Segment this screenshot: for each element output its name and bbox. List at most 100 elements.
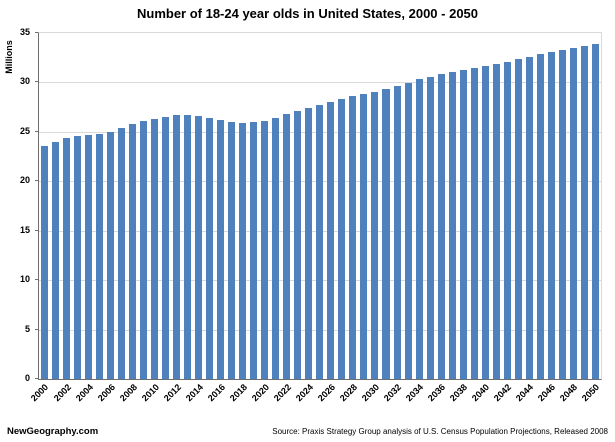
x-tick-label: 2032 [381,382,404,404]
bar-2019 [250,121,258,379]
x-axis-ticks: 2000 2002 2004 2006 2008 2010 2012 2014 2016 2018… [29,379,602,421]
y-tick-label: 35 [19,27,30,37]
x-tick-label: 2022 [271,382,294,404]
bar-2018 [239,122,247,379]
bar-2020 [261,120,269,379]
bar-2029 [360,94,368,379]
source-text: Source: Praxis Strategy Group analysis o… [272,427,608,436]
bar-2008 [129,123,137,379]
y-tick-label: 20 [19,175,30,186]
bar-2037 [448,71,456,379]
y-tick-mark [35,130,38,132]
x-tick-label: 2006 [95,382,117,404]
bar-2009 [140,120,148,379]
bar-2046 [547,51,555,379]
bar-2004 [85,134,93,379]
y-tick-label: 25 [19,125,30,136]
bar-2031 [382,89,390,379]
bar-2007 [118,127,126,379]
bar-2048 [569,47,577,379]
x-tick-label: 2000 [29,382,51,404]
y-tick-mark [35,279,38,281]
y-tick-mark [35,328,38,330]
bar-2014 [195,116,203,379]
bar-2033 [404,83,412,379]
bar-2038 [459,69,467,379]
brand-text: NewGeography.com [7,426,99,437]
bar-2043 [514,58,522,379]
bar-2001 [52,141,60,379]
chart-title: Number of 18-24 year olds in United Stat… [136,6,479,21]
bar-2015 [206,118,214,379]
x-tick-label: 2036 [426,382,448,404]
bar-2045 [536,53,544,379]
bar-2035 [426,76,434,379]
x-tick-label: 2004 [73,382,95,404]
y-tick-mark [35,32,38,33]
x-tick-label: 2020 [249,382,271,404]
bar-2023 [294,111,302,379]
bar-2047 [558,49,566,379]
bar-2011 [162,117,170,379]
y-tick-label: 15 [19,224,30,235]
bar-2017 [228,121,236,379]
bar-2041 [492,63,500,379]
bar-2012 [173,115,181,379]
x-tick-label: 2018 [227,382,249,404]
bar-2000 [41,145,49,379]
x-tick-label: 2050 [580,382,602,404]
x-tick-label: 2044 [514,382,536,404]
y-tick-mark [35,81,38,83]
x-tick-label: 2030 [359,382,382,404]
y-tick-label: 30 [19,76,30,87]
x-tick-label: 2040 [470,382,492,404]
bar-2049 [580,45,588,379]
y-tick-label: 5 [24,323,30,334]
bar-2032 [393,86,401,379]
y-tick-label: 10 [19,274,30,285]
x-tick-label: 2008 [117,382,139,404]
x-tick-label: 2024 [293,382,316,404]
bar-2005 [96,133,104,379]
bar-2002 [63,137,71,379]
bar-2039 [470,67,478,379]
bar-2027 [338,99,346,379]
x-tick-label: 2002 [51,382,73,404]
x-tick-label: 2016 [205,382,227,404]
bar-2034 [415,79,423,379]
y-tick-mark [35,180,38,182]
bar-2003 [74,135,82,379]
x-tick-label: 2014 [183,382,205,404]
x-tick-label: 2048 [558,382,580,404]
x-tick-label: 2046 [536,382,558,404]
bar-2024 [305,108,313,379]
bar-2030 [371,92,379,379]
bar-2036 [437,73,445,379]
y-axis-ticks: 0 5 10 15 20 25 30 35 [0,27,38,383]
y-tick-label: 0 [24,373,30,383]
bar-2021 [272,118,280,379]
x-tick-label: 2026 [315,382,338,404]
x-tick-label: 2012 [161,382,183,404]
y-tick-mark [35,378,38,379]
bar-2022 [283,114,291,379]
x-tick-label: 2034 [404,382,426,404]
bar-2042 [503,61,511,379]
gridline [39,82,601,84]
plot-area [38,32,602,380]
bar-2044 [525,56,533,379]
bar-2006 [107,131,115,379]
bar-2025 [316,105,324,379]
bar-2028 [349,96,357,379]
bar-2050 [591,43,599,379]
bars-container [39,33,601,379]
bar-2016 [217,120,225,379]
bar-2013 [184,115,192,379]
bar-2040 [481,65,489,379]
x-tick-label: 2010 [139,382,161,404]
x-tick-label: 2038 [448,382,470,404]
bar-2010 [151,119,159,379]
x-tick-label: 2042 [492,382,514,404]
y-tick-mark [35,229,38,231]
